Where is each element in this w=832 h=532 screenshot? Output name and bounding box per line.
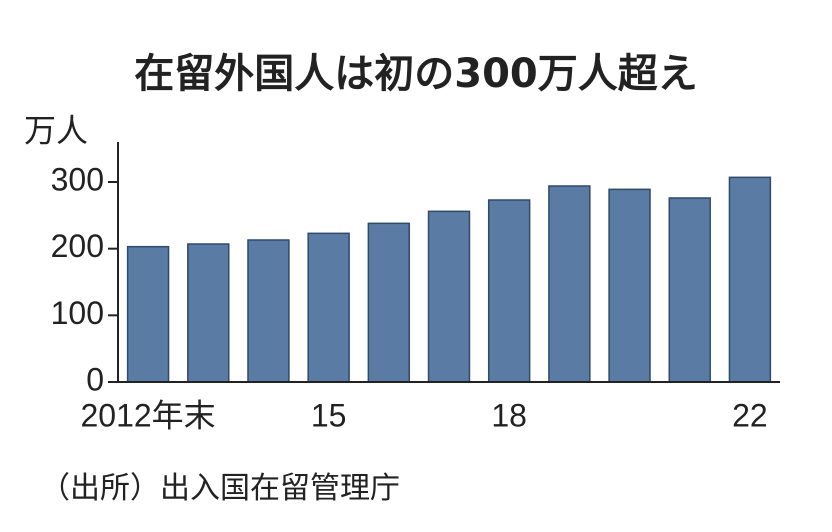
y-tick-label: 0 (86, 361, 104, 397)
x-tick-label: 2012年末 (80, 397, 215, 433)
bar (307, 232, 350, 383)
y-tick-label: 300 (51, 161, 104, 197)
chart-title: 在留外国人は初の300万人超え (134, 51, 698, 97)
bar (367, 222, 411, 383)
y-tick-label: 200 (51, 228, 104, 264)
x-tick-label: 22 (732, 397, 768, 433)
y-tick-label: 100 (51, 295, 104, 331)
source-note: （出所）出入国在留管理庁 (40, 472, 400, 505)
x-tick-label: 18 (491, 397, 527, 433)
y-axis-label: 万人 (24, 112, 88, 148)
bar (668, 197, 711, 383)
bar (728, 176, 772, 383)
bar (247, 239, 290, 383)
bar (608, 188, 651, 383)
x-tick-label: 15 (311, 397, 347, 433)
bar (548, 185, 591, 383)
bar (427, 210, 471, 383)
bar (487, 199, 531, 383)
bar (187, 243, 230, 383)
bar (126, 245, 170, 383)
